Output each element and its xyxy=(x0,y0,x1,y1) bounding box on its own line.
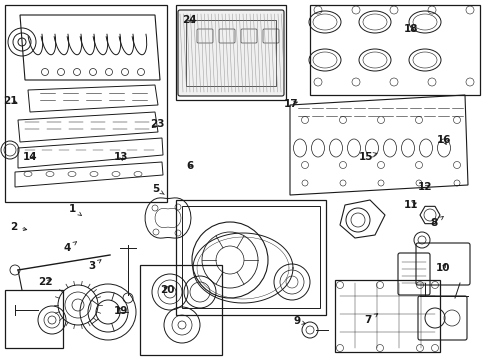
Text: 22: 22 xyxy=(38,276,52,287)
Text: 1: 1 xyxy=(69,204,81,216)
Text: 3: 3 xyxy=(88,260,101,271)
Text: 24: 24 xyxy=(182,15,197,25)
Text: 19: 19 xyxy=(114,306,128,316)
Bar xyxy=(182,206,319,308)
Bar xyxy=(5,5,167,202)
Bar xyxy=(176,200,325,315)
Bar xyxy=(185,20,275,86)
Text: 11: 11 xyxy=(403,200,417,210)
Bar xyxy=(309,5,479,95)
Text: 9: 9 xyxy=(293,316,305,326)
Text: 14: 14 xyxy=(23,152,38,162)
Bar xyxy=(5,290,63,348)
Text: 8: 8 xyxy=(430,216,443,228)
Bar xyxy=(176,5,285,100)
Text: 6: 6 xyxy=(186,161,193,171)
Bar xyxy=(140,265,222,355)
Text: 12: 12 xyxy=(417,182,432,192)
Text: 4: 4 xyxy=(63,242,77,253)
Text: 2: 2 xyxy=(10,222,27,232)
Text: 17: 17 xyxy=(283,99,298,109)
Text: 21: 21 xyxy=(3,96,18,106)
Text: 15: 15 xyxy=(358,152,376,162)
FancyBboxPatch shape xyxy=(178,10,284,96)
Text: 23: 23 xyxy=(150,119,164,129)
Text: 7: 7 xyxy=(363,314,377,325)
Text: 5: 5 xyxy=(152,184,164,194)
Text: 16: 16 xyxy=(436,135,450,145)
Text: 10: 10 xyxy=(435,263,449,273)
Text: 20: 20 xyxy=(160,285,174,295)
Text: 18: 18 xyxy=(403,24,417,34)
Bar xyxy=(334,280,439,352)
Text: 13: 13 xyxy=(114,152,128,162)
